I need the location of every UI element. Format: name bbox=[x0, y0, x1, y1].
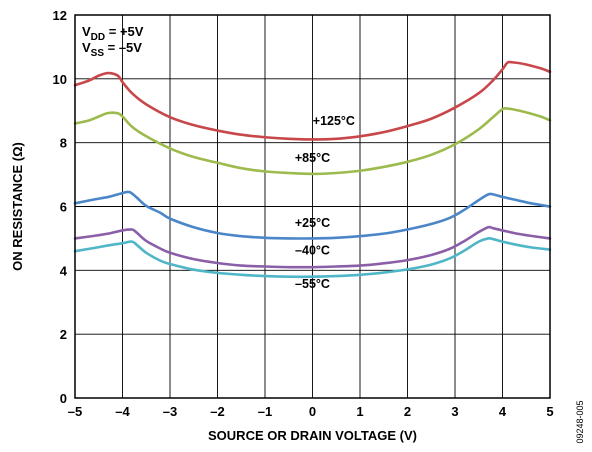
y-tick-label: 10 bbox=[53, 72, 67, 87]
series-curves bbox=[73, 60, 552, 279]
y-axis-title: ON RESISTANCE (Ω) bbox=[10, 142, 25, 271]
series-line-1 bbox=[73, 106, 552, 176]
series-labels: +125°C +85°C +25°C –40°C –55°C bbox=[295, 114, 355, 291]
series-label-1: +85°C bbox=[295, 151, 330, 165]
x-tick-label: 1 bbox=[356, 404, 363, 419]
figure-id: 09248-005 bbox=[575, 400, 585, 443]
y-tick-label: 6 bbox=[60, 200, 67, 215]
series-line-0 bbox=[73, 60, 552, 141]
y-tick-label: 12 bbox=[53, 8, 67, 23]
x-axis-title: SOURCE OR DRAIN VOLTAGE (V) bbox=[208, 428, 417, 443]
x-tick-label: –2 bbox=[210, 404, 224, 419]
series-label-3: –40°C bbox=[295, 243, 330, 257]
y-tick-label: 2 bbox=[60, 327, 67, 342]
y-tick-label: 8 bbox=[60, 136, 67, 151]
series-label-0: +125°C bbox=[313, 114, 355, 128]
series-line-4 bbox=[73, 236, 552, 279]
x-tick-label: –5 bbox=[68, 404, 82, 419]
x-tick-labels: –5 –4 –3 –2 –1 0 1 2 3 4 5 bbox=[68, 404, 554, 419]
x-tick-label: –3 bbox=[163, 404, 177, 419]
series-label-4: –55°C bbox=[295, 277, 330, 291]
x-tick-label: 4 bbox=[499, 404, 507, 419]
x-tick-label: –4 bbox=[115, 404, 130, 419]
y-tick-label: 0 bbox=[60, 391, 67, 406]
conditions-box: VDD = +5V VSS = –5V bbox=[82, 24, 144, 59]
grid-lines bbox=[75, 15, 550, 398]
x-tick-label: 5 bbox=[546, 404, 553, 419]
plot-frame bbox=[74, 14, 551, 399]
vdd-condition: VDD = +5V bbox=[82, 24, 144, 43]
x-tick-label: 3 bbox=[451, 404, 458, 419]
series-line-3 bbox=[73, 225, 552, 269]
y-tick-labels: 0 2 4 6 8 10 12 bbox=[53, 8, 68, 406]
x-tick-label: –1 bbox=[258, 404, 272, 419]
series-label-2: +25°C bbox=[295, 216, 330, 230]
y-tick-label: 4 bbox=[60, 263, 68, 278]
vss-condition: VSS = –5V bbox=[82, 40, 142, 59]
x-tick-label: 2 bbox=[404, 404, 411, 419]
series-line-2 bbox=[73, 190, 552, 240]
x-tick-label: 0 bbox=[309, 404, 316, 419]
